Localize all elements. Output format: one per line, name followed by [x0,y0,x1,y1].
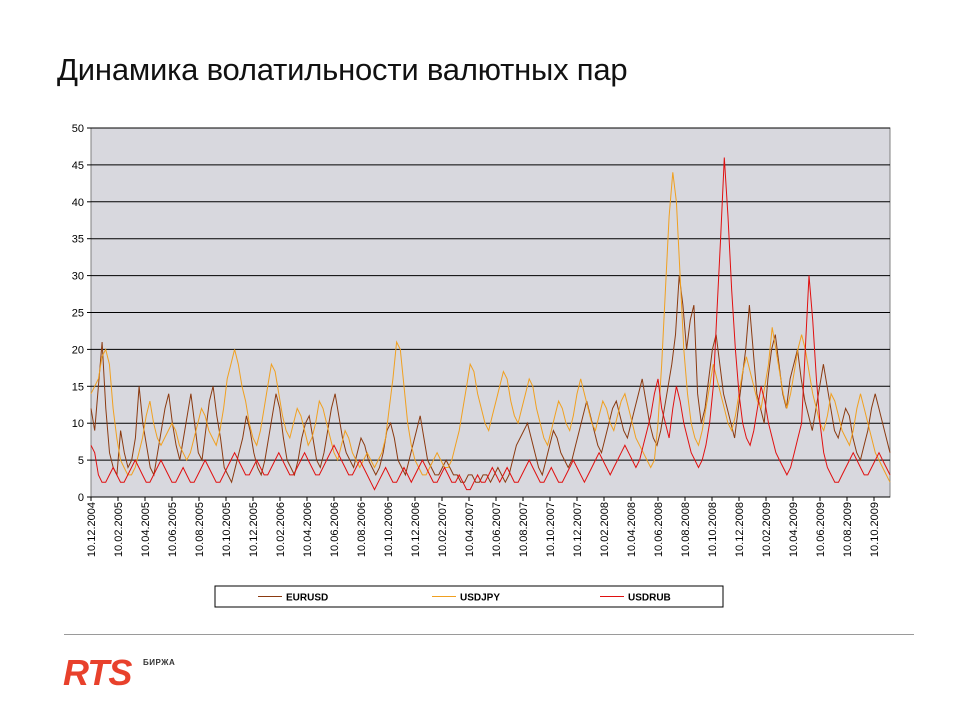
y-tick-label: 20 [72,344,84,356]
x-tick-label: 10.02.2008 [599,502,611,557]
series-line-eurusd [90,275,891,484]
x-tick-label: 10.10.2007 [545,502,557,557]
y-tick-label: 45 [72,160,84,172]
y-tick-label: 10 [72,418,84,430]
legend-label-usdjpy: USDJPY [460,593,500,604]
x-tick-label: 10.12.2008 [734,502,746,557]
y-tick-label: 30 [72,271,84,283]
legend-label-eurusd: EURUSD [286,593,328,604]
x-tick-label: 10.04.2009 [788,502,800,557]
rts-logo: RTS [63,655,133,689]
x-tick-label: 10.08.2008 [680,502,692,557]
x-tick-label: 10.12.2004 [86,502,98,557]
x-tick-label: 10.04.2005 [140,502,152,557]
slide-title: Динамика волатильности валютных пар [57,52,628,87]
x-tick-label: 10.06.2009 [815,502,827,557]
x-tick-label: 10.04.2007 [464,502,476,557]
footer-divider [64,634,914,635]
x-tick-label: 10.02.2009 [761,502,773,557]
x-tick-label: 10.10.2005 [221,502,233,557]
series-line-usdjpy [90,172,891,483]
y-tick-label: 25 [72,308,84,320]
x-tick-label: 10.08.2005 [194,502,206,557]
y-tick-label: 50 [72,123,84,135]
x-tick-label: 10.10.2009 [869,502,881,557]
y-tick-label: 35 [72,234,84,246]
svg-text:RTS: RTS [63,655,132,689]
y-tick-label: 5 [78,455,84,467]
x-tick-label: 10.08.2006 [356,502,368,557]
legend [214,585,724,608]
x-tick-label: 10.12.2006 [410,502,422,557]
x-tick-label: 10.08.2007 [518,502,530,557]
y-tick-label: 0 [78,492,84,504]
x-tick-label: 10.12.2005 [248,502,260,557]
series-line-usdrub [90,157,891,491]
x-tick-label: 10.04.2008 [626,502,638,557]
logo-subtitle: БИРЖА [143,658,176,667]
x-tick-label: 10.02.2007 [437,502,449,557]
volatility-chart: 0 5 10 15 20 25 30 35 40 45 50 10.12.2004 10.02.2005… [72,123,891,608]
x-tick-label: 10.12.2007 [572,502,584,557]
x-tick-label: 10.10.2008 [707,502,719,557]
x-tick-label: 10.02.2005 [113,502,125,557]
legend-label-usdrub: USDRUB [628,593,671,604]
x-tick-label: 10.04.2006 [302,502,314,557]
x-tick-label: 10.06.2008 [653,502,665,557]
x-tick-label: 10.06.2006 [329,502,341,557]
y-tick-label: 40 [72,197,84,209]
x-tick-label: 10.02.2006 [275,502,287,557]
x-tick-label: 10.10.2006 [383,502,395,557]
y-tick-label: 15 [72,381,84,393]
x-tick-label: 10.06.2007 [491,502,503,557]
x-tick-label: 10.06.2005 [167,502,179,557]
x-tick-label: 10.08.2009 [842,502,854,557]
